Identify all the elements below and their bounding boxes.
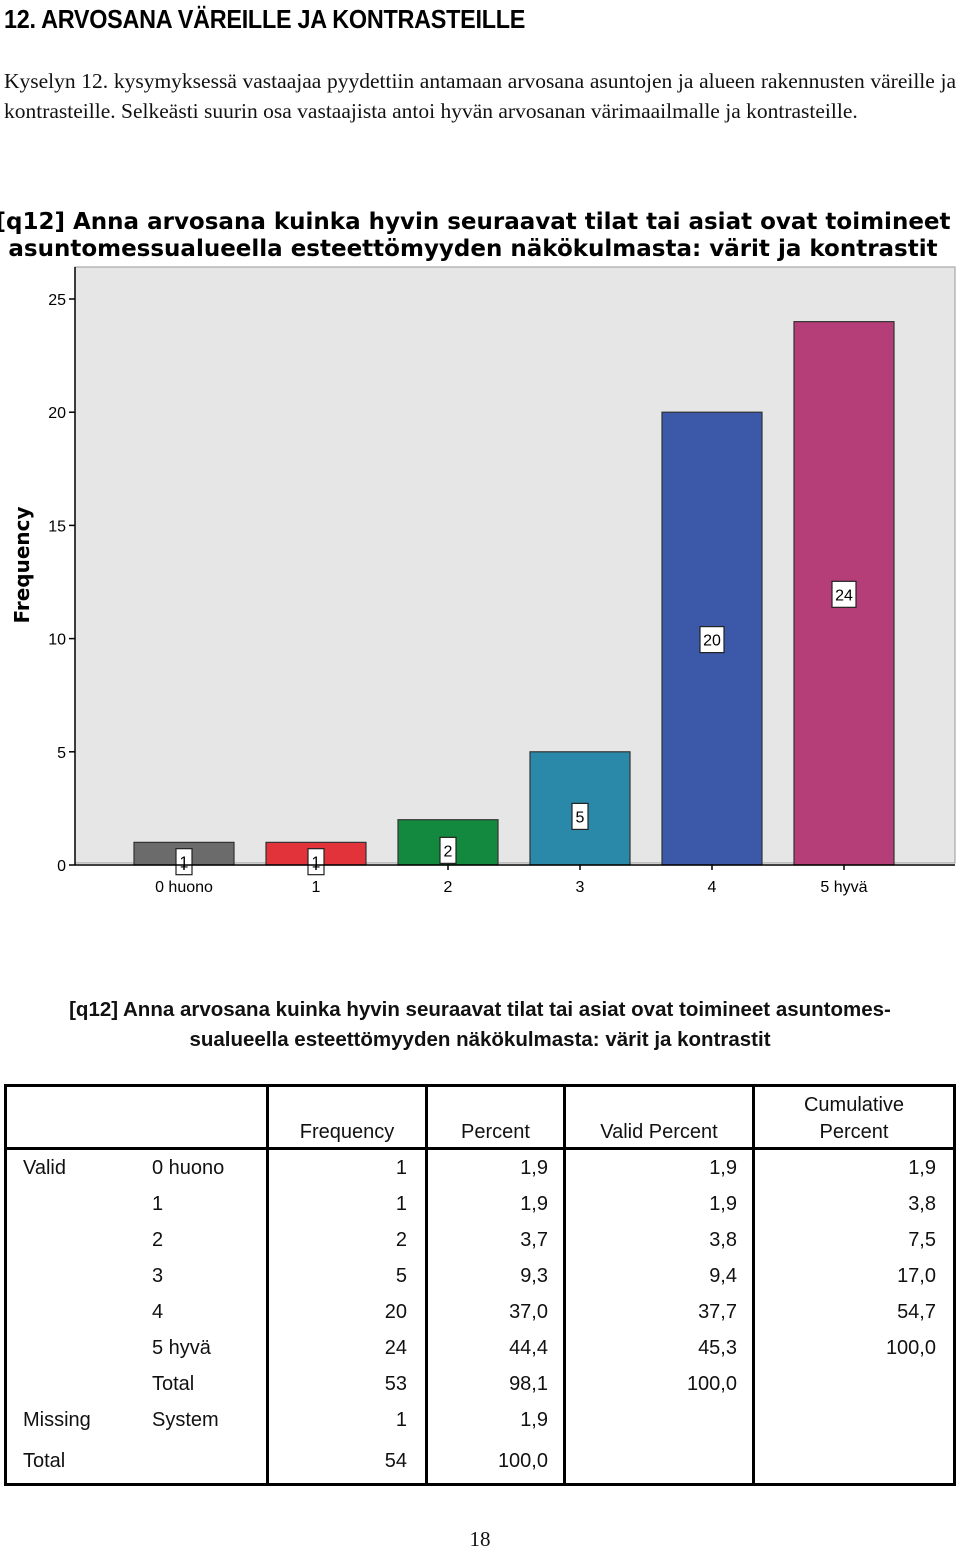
- x-axis: 0 huono 1 2 3 4 5 hyvä: [75, 864, 955, 896]
- table-cell-valid-percent: 45,3: [698, 1337, 737, 1359]
- table-cell-percent: 1,9: [520, 1193, 548, 1215]
- header-percent: Percent: [461, 1121, 530, 1143]
- table-cell-valid-percent: 1,9: [709, 1157, 737, 1179]
- y-axis-label: Frequency: [10, 506, 34, 623]
- x-tick-label: 2: [444, 879, 453, 896]
- header-cumulative-line-1: Cumulative: [803, 1094, 905, 1116]
- data-label-box: [831, 580, 857, 608]
- table-title: [q12] Anna arvosana kuinka hyvin seuraav…: [0, 995, 960, 1055]
- y-tick-label: 20: [48, 405, 66, 422]
- table-cell-label: 4: [152, 1301, 164, 1323]
- y-tick-label: 0: [57, 858, 66, 875]
- table-cell-cumulative: 54,7: [897, 1301, 936, 1323]
- y-tick-label: 15: [48, 518, 66, 535]
- table-cell-frequency: 5: [395, 1265, 407, 1287]
- data-label: 5: [576, 809, 585, 826]
- table-cell-percent: 37,0: [509, 1301, 548, 1323]
- table-cell-cumulative: 7,5: [908, 1229, 936, 1251]
- table-title-line-1: [q12] Anna arvosana kuinka hyvin seuraav…: [69, 998, 891, 1021]
- y-tick-label: 25: [48, 292, 66, 309]
- table-cell-label: 2: [152, 1229, 164, 1251]
- table-cell-percent: 1,9: [520, 1409, 548, 1431]
- table-cell-percent: 98,1: [509, 1373, 548, 1395]
- table-cell-valid-percent: 100,0: [686, 1373, 737, 1395]
- section-heading: 12. ARVOSANA VÄREILLE JA KONTRASTEILLE: [4, 4, 526, 34]
- table-cell-frequency: 24: [384, 1337, 407, 1359]
- x-tick-label: 5 hyvä: [820, 879, 867, 896]
- chart-title: [q12] Anna arvosana kuinka hyvin seuraav…: [0, 209, 951, 262]
- x-tick-label: 0 huono: [155, 879, 213, 896]
- y-tick-label: 10: [48, 632, 66, 649]
- data-label-box: [307, 848, 325, 876]
- table-cell-frequency: 53: [384, 1373, 407, 1395]
- table-cell-percent: 9,3: [520, 1265, 548, 1287]
- x-tick-label: 4: [708, 879, 717, 896]
- table-cell-label: System: [152, 1409, 219, 1431]
- bars: 1 1 2 5 20 24: [133, 321, 895, 876]
- data-label: 2: [444, 843, 453, 860]
- y-axis: 0 5 10 15 20 25: [48, 267, 76, 875]
- table-cell-valid-percent: 3,8: [709, 1229, 737, 1251]
- data-label-box: [571, 802, 589, 831]
- data-label-box: [175, 848, 193, 876]
- table-cell-label: 5 hyvä: [152, 1337, 211, 1359]
- data-label: 24: [835, 587, 853, 604]
- table-cell-label: 3: [152, 1265, 164, 1287]
- table-cell-frequency: 1: [395, 1409, 407, 1431]
- data-label-box: [439, 836, 457, 864]
- chart-title-line-1: [q12] Anna arvosana kuinka hyvin seuraav…: [0, 209, 951, 235]
- table-cell-valid-percent: 1,9: [709, 1193, 737, 1215]
- data-label-box: [699, 626, 725, 654]
- table-cell-cumulative: 100,0: [885, 1337, 936, 1359]
- frequency-bar-chart: [q12] Anna arvosana kuinka hyvin seuraav…: [0, 209, 956, 896]
- data-label: 20: [703, 633, 721, 650]
- table-divider-vertical: [563, 1087, 566, 1483]
- table-cell-group: Valid: [23, 1157, 66, 1179]
- table-cell-cumulative: 17,0: [897, 1265, 936, 1287]
- table-divider-vertical: [266, 1087, 269, 1483]
- table-cell-group: Total: [23, 1450, 66, 1472]
- table-cell-cumulative: 3,8: [908, 1193, 936, 1215]
- y-tick-label: 5: [57, 745, 66, 762]
- page-number: 18: [469, 1527, 491, 1551]
- header-cumulative-percent: Cumulative Percent: [755, 1092, 953, 1146]
- table-cell-label: 1: [152, 1193, 164, 1215]
- table-cell-frequency: 54: [384, 1450, 407, 1472]
- table-cell-valid-percent: 37,7: [698, 1301, 737, 1323]
- table-divider-vertical: [752, 1087, 755, 1483]
- table-cell-percent: 100,0: [497, 1450, 548, 1472]
- table-cell-group: Missing: [23, 1409, 91, 1431]
- data-label: 1: [312, 855, 321, 872]
- table-cell-frequency: 20: [384, 1301, 407, 1323]
- header-cumulative-line-2: Percent: [819, 1121, 889, 1143]
- table-divider-horizontal: [7, 1147, 953, 1150]
- table-title-line-2: sualueella esteettömyyden näkökulmasta: …: [189, 1028, 771, 1051]
- data-label: 1: [180, 855, 189, 872]
- table-cell-percent: 44,4: [509, 1337, 548, 1359]
- intro-paragraph: Kyselyn 12. kysymyksessä vastaajaa pyyde…: [4, 69, 956, 123]
- header-frequency: Frequency: [299, 1121, 395, 1143]
- x-tick-label: 1: [312, 879, 321, 896]
- table-cell-percent: 1,9: [520, 1157, 548, 1179]
- table-cell-label: Total: [152, 1373, 195, 1395]
- table-cell-frequency: 1: [395, 1193, 407, 1215]
- table-cell-valid-percent: 9,4: [709, 1265, 737, 1287]
- table-cell-frequency: 2: [395, 1229, 407, 1251]
- x-tick-label: 3: [576, 879, 585, 896]
- header-valid-percent: Valid Percent: [600, 1121, 718, 1143]
- table-cell-cumulative: 1,9: [908, 1157, 936, 1179]
- table-cell-percent: 3,7: [520, 1229, 548, 1251]
- table-cell-frequency: 1: [395, 1157, 407, 1179]
- frequency-table: Frequency Percent Valid Percent Cumulati…: [4, 1084, 956, 1486]
- table-cell-label: 0 huono: [152, 1157, 225, 1179]
- chart-title-line-2: asuntomessualueella esteettömyyden näkök…: [8, 236, 937, 262]
- table-divider-vertical: [425, 1087, 428, 1483]
